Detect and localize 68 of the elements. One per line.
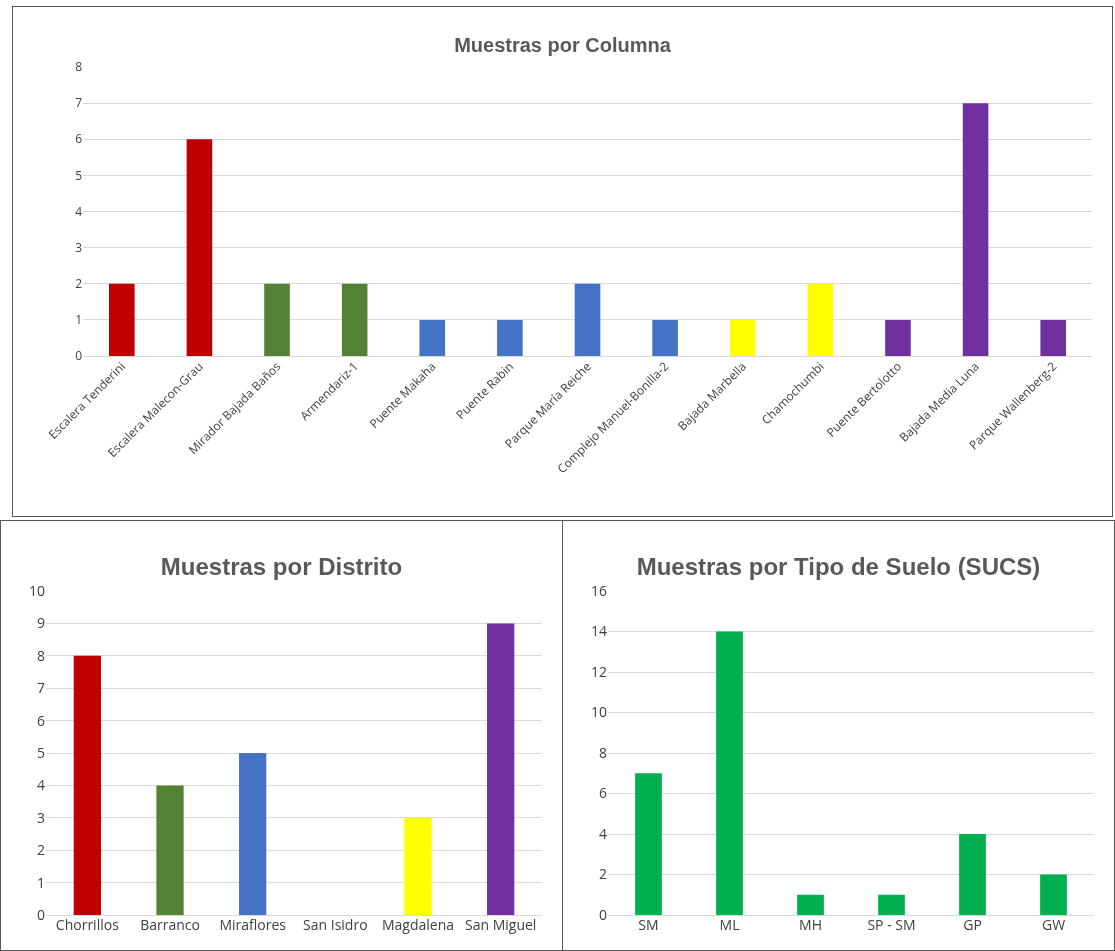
bar <box>878 894 905 915</box>
bar <box>404 817 432 915</box>
bar <box>419 319 446 356</box>
y-tick-label: 2 <box>598 864 607 884</box>
y-tick-label: 1 <box>36 872 45 892</box>
x-tick-label: San Isidro <box>303 915 368 934</box>
y-tick-label: 6 <box>36 710 45 730</box>
bar <box>962 103 989 356</box>
x-tick-label: SM <box>638 915 659 934</box>
x-tick-label: ML <box>719 915 740 934</box>
chart-title: Muestras por Tipo de Suelo (SUCS) <box>636 553 1041 581</box>
bar <box>186 139 213 356</box>
x-tick-label: GP <box>963 915 982 934</box>
y-tick-label: 0 <box>36 904 45 924</box>
bar <box>797 894 824 915</box>
bar <box>341 283 368 356</box>
x-tick-label: MH <box>799 915 822 934</box>
y-tick-label: 7 <box>36 678 45 698</box>
x-tick-label: San Miguel <box>464 915 537 934</box>
y-tick-label: 5 <box>75 166 83 184</box>
bar <box>1040 319 1066 356</box>
bar <box>264 283 290 356</box>
y-tick-label: 4 <box>75 202 83 220</box>
y-tick-label: 16 <box>590 580 607 600</box>
y-tick-label: 2 <box>36 840 45 860</box>
y-tick-label: 7 <box>75 94 83 112</box>
x-tick-label: Chorrillos <box>55 915 120 934</box>
y-tick-label: 3 <box>36 807 45 827</box>
bar <box>239 753 267 915</box>
x-tick-label: Barranco <box>140 915 200 934</box>
bar <box>574 283 601 356</box>
bar <box>156 785 184 915</box>
x-tick-label: SP - SM <box>867 915 916 934</box>
y-tick-label: 5 <box>36 742 45 762</box>
y-tick-label: 9 <box>36 613 45 633</box>
x-tick-label: Miraflores <box>219 915 287 934</box>
x-tick-label: GW <box>1041 915 1066 934</box>
bar <box>487 623 515 915</box>
bar <box>807 283 834 356</box>
bar <box>1040 874 1067 915</box>
y-tick-label: 6 <box>598 783 607 803</box>
y-tick-label: 8 <box>75 58 83 76</box>
bar <box>635 773 662 915</box>
y-tick-label: 8 <box>36 645 45 665</box>
chart-title: Muestras por Distrito <box>160 553 403 581</box>
chart-title: Muestras por Columna <box>454 34 672 57</box>
bar <box>109 283 135 356</box>
y-tick-label: 1 <box>75 311 82 329</box>
bar <box>73 655 101 915</box>
y-tick-label: 6 <box>75 130 83 148</box>
bar <box>652 319 678 356</box>
y-tick-label: 2 <box>75 274 83 292</box>
bar <box>497 319 523 356</box>
y-tick-label: 0 <box>75 347 83 365</box>
y-tick-label: 0 <box>598 904 607 924</box>
y-tick-label: 12 <box>590 661 607 681</box>
y-tick-label: 10 <box>590 702 607 722</box>
y-tick-label: 4 <box>598 823 607 843</box>
y-tick-label: 4 <box>36 775 45 795</box>
bar <box>959 834 986 915</box>
y-tick-label: 14 <box>590 621 607 641</box>
y-tick-label: 10 <box>28 580 45 600</box>
bar <box>729 319 756 356</box>
x-tick-label: Magdalena <box>381 915 455 934</box>
y-tick-label: 3 <box>75 238 83 256</box>
bar <box>885 319 911 356</box>
y-tick-label: 8 <box>598 742 607 762</box>
bar <box>716 631 743 915</box>
